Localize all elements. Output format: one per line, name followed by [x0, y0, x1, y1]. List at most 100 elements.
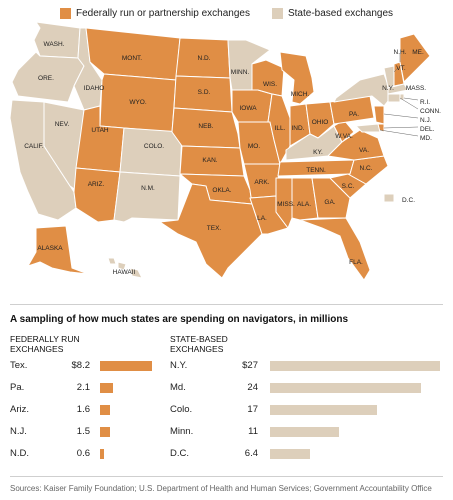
state-ga: [311, 177, 351, 219]
state-bar: [270, 405, 378, 415]
state-in: [289, 103, 311, 147]
state-label-sc: S.C.: [342, 183, 355, 190]
map-legend: Federally run or partnership exchanges S…: [60, 5, 415, 21]
state-label-or: ORE.: [38, 75, 54, 82]
state-label-ok: OKLA.: [212, 187, 231, 194]
state-mt: [85, 27, 181, 81]
state-label-sd: S.D.: [198, 89, 211, 96]
state-value-label: $27: [242, 360, 258, 371]
state-header-line-1: STATE-BASED: [170, 334, 228, 344]
state-label-ut: UTAH: [91, 127, 109, 134]
state-label-ca: CALIF.: [24, 143, 44, 150]
state-md: [355, 123, 381, 133]
federal-bar: [100, 361, 152, 371]
state-bar: [270, 361, 440, 371]
federal-bar: [100, 405, 111, 415]
state-label-mi: MICH.: [291, 91, 310, 98]
divider-bottom: [10, 476, 443, 477]
state-label-ny: N.Y.: [382, 85, 394, 92]
federal-bar-row: N.J. 1.5: [10, 424, 156, 442]
legend-swatch-federal: [60, 7, 71, 19]
state-label-ak: ALASKA: [37, 245, 63, 252]
state-label-hi: HAWAII: [113, 269, 136, 276]
state-label-id: IDAHO: [84, 85, 105, 92]
state-label-ga: GA.: [324, 199, 335, 206]
leader-line-nj: [383, 113, 419, 119]
state-me: [399, 33, 431, 83]
us-map: WASH. ORE. CALIF. NEV. IDAHO MONT. WYO. UTAH COL…: [9, 22, 441, 281]
state-fl: [299, 217, 371, 281]
state-state-name: N.Y.: [170, 360, 188, 371]
state-label-vt: VT.: [396, 65, 406, 72]
leader-line-ct: [399, 97, 419, 110]
federal-state-name: N.J.: [10, 426, 27, 437]
state-al: [291, 177, 319, 221]
state-label-tn: TENN.: [306, 167, 326, 174]
state-label-ks: KAN.: [202, 157, 217, 164]
state-label-tx: TEX.: [207, 225, 222, 232]
state-bar-row: Minn. 11: [170, 424, 444, 442]
state-state-name: Colo.: [170, 404, 193, 415]
state-value-label: 6.4: [244, 448, 258, 459]
federal-value-label: 2.1: [76, 382, 90, 393]
federal-header-line-1: FEDERALLY RUN: [10, 334, 80, 344]
state-label-oh: OHIO: [312, 119, 329, 126]
state-nv: [43, 101, 85, 191]
state-ms: [275, 177, 293, 229]
legend-swatch-state: [271, 7, 283, 19]
state-label-ia: IOWA: [239, 105, 257, 112]
state-label-wv: W.VA.: [335, 133, 353, 140]
state-label-nd: N.D.: [198, 55, 211, 62]
state-label-az: ARIZ.: [88, 181, 105, 188]
state-ma: [387, 83, 409, 95]
federal-state-name: Ariz.: [10, 404, 29, 415]
state-label-nv: NEV.: [55, 121, 70, 128]
federal-column-header: FEDERALLY RUN EXCHANGES: [10, 334, 80, 354]
state-label-va: VA.: [359, 147, 369, 154]
state-header-line-2: EXCHANGES: [170, 344, 224, 354]
legend-label-state: State-based exchanges: [287, 7, 394, 19]
state-label-me: ME.: [412, 49, 424, 56]
legend-item-federal: Federally run or partnership exchanges: [60, 7, 250, 19]
state-state-name: D.C.: [170, 448, 189, 459]
federal-value-label: 1.5: [76, 426, 90, 437]
spending-title: A sampling of how much states are spendi…: [10, 314, 349, 325]
state-value-label: 11: [248, 426, 258, 437]
state-label-ri: R.I.: [420, 99, 430, 106]
state-bar: [270, 449, 311, 459]
state-label-ky: KY.: [313, 149, 323, 156]
state-bar-row: N.Y. $27: [170, 358, 444, 376]
state-column-header: STATE-BASED EXCHANGES: [170, 334, 228, 354]
state-label-fl: FLA.: [349, 259, 363, 266]
state-label-ms: MISS.: [277, 201, 295, 208]
state-label-al: ALA.: [297, 201, 311, 208]
state-label-nh: N.H.: [394, 49, 407, 56]
state-label-ne: NEB.: [198, 123, 213, 130]
legend-label-federal: Federally run or partnership exchanges: [76, 7, 250, 19]
state-label-ar: ARK.: [254, 179, 269, 186]
leader-line-md: [379, 129, 419, 137]
state-bar: [270, 383, 422, 393]
state-az: [73, 167, 121, 223]
state-bar-row: Colo. 17: [170, 402, 444, 420]
state-label-mn: MINN.: [231, 69, 250, 76]
state-label-dc: D.C.: [402, 197, 415, 204]
leader-line-de: [383, 126, 419, 129]
federal-bar-row: N.D. 0.6: [10, 446, 156, 464]
state-mi: [279, 51, 315, 105]
federal-bar-row: Ariz. 1.6: [10, 402, 156, 420]
state-value-label: 24: [247, 382, 258, 393]
state-ct: [387, 93, 401, 103]
state-ak: [27, 225, 89, 275]
state-label-de: DEL.: [420, 126, 435, 133]
state-label-la: LA.: [257, 215, 267, 222]
federal-state-name: Tex.: [10, 360, 28, 371]
state-bar-row: Md. 24: [170, 380, 444, 398]
federal-bar: [100, 427, 110, 437]
federal-value-label: 1.6: [76, 404, 90, 415]
state-co: [119, 127, 183, 177]
state-label-mt: MONT.: [122, 55, 142, 62]
state-label-mo: MO.: [248, 143, 260, 150]
state-bar: [270, 427, 340, 437]
state-tx: [159, 183, 263, 279]
